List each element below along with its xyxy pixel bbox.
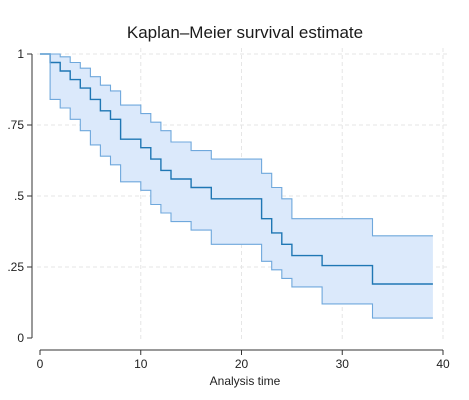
ci-band-fill [40, 54, 433, 319]
confidence-band [40, 54, 433, 319]
y-tick-label: 1 [17, 47, 24, 61]
y-tick-label: 0 [17, 331, 24, 345]
y-tick-label: .25 [7, 260, 24, 274]
x-axis-label: Analysis time [210, 374, 281, 388]
x-tick-label: 10 [134, 357, 148, 371]
y-tick-label: .5 [14, 189, 24, 203]
ci-upper-line [40, 53, 433, 237]
x-tick-label: 20 [235, 357, 249, 371]
x-tick-label: 0 [37, 357, 44, 371]
x-tick-label: 40 [436, 357, 450, 371]
ci-lower-line [40, 53, 433, 319]
survival-step-line [40, 53, 433, 285]
x-tick-label: 30 [336, 357, 350, 371]
survival-lines [40, 53, 433, 319]
y-tick-label: .75 [7, 118, 24, 132]
chart-title: Kaplan–Meier survival estimate [127, 23, 363, 42]
